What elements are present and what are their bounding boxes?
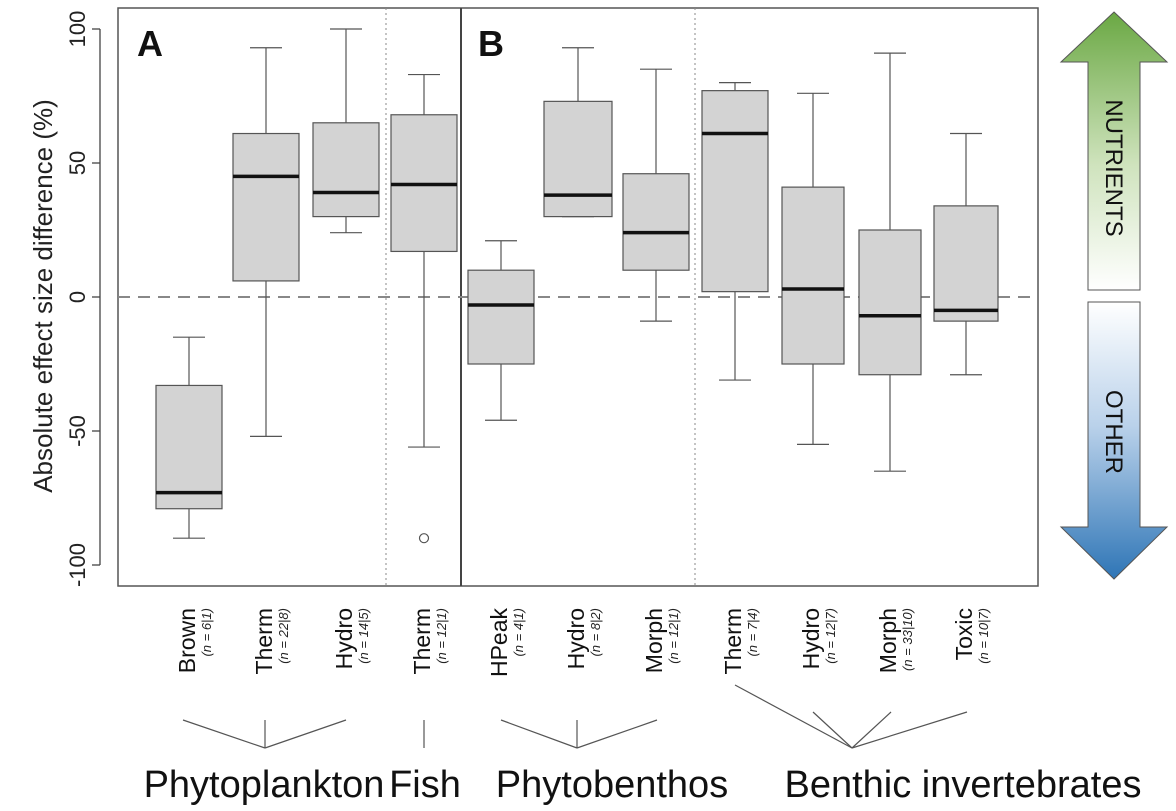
category-label: Morph: [875, 608, 901, 673]
panel-label-b: B: [478, 23, 504, 64]
y-axis: 100 50 0 -50 -100: [65, 11, 101, 587]
boxes: [155, 28, 999, 544]
y-tick-label: -100: [65, 543, 90, 587]
y-tick-label: 100: [65, 11, 90, 48]
y-tick-label: 0: [65, 291, 90, 303]
y-axis-title: Absolute effect size difference (%): [28, 99, 58, 493]
category-label: HPeak: [486, 608, 512, 678]
box-iqr: [232, 132, 300, 282]
category-n-label: (n = 12|1): [434, 608, 449, 664]
category-label: Hydro: [798, 608, 824, 669]
nutrients-arrow: NUTRIENTS: [1059, 11, 1169, 291]
box-iqr: [858, 229, 922, 376]
box: [155, 336, 223, 539]
box: [312, 28, 380, 234]
box-iqr: [467, 269, 535, 365]
category-label: Hydro: [563, 608, 589, 669]
category-n-label: (n = 33|10): [900, 608, 915, 671]
group-label-phytobenthos: Phytobenthos: [496, 764, 728, 806]
category-label: Morph: [641, 608, 667, 673]
group-label-benthic-invertebrates: Benthic invertebrates: [785, 764, 1142, 806]
box: [858, 52, 922, 472]
group-brackets: [182, 684, 968, 749]
box-iqr: [312, 122, 380, 218]
category-label: Hydro: [331, 608, 357, 669]
category-n-label: (n = 8|2): [588, 608, 603, 657]
category-label: Therm: [251, 608, 277, 674]
nutrients-arrow-label: NUTRIENTS: [1100, 99, 1127, 236]
category-n-label: (n = 6|1): [199, 608, 214, 657]
category-n-label: (n = 7|4): [745, 608, 760, 657]
category-labels: Brown (n = 6|1) Therm (n = 22|8) Hydro (n = 1…: [174, 608, 991, 678]
category-n-label: (n = 12|1): [666, 608, 681, 664]
y-tick-label: -50: [65, 415, 90, 447]
category-n-label: (n = 14|5): [356, 608, 371, 664]
y-tick-label: 50: [65, 151, 90, 175]
category-n-label: (n = 12|7): [823, 608, 838, 664]
box-iqr: [622, 173, 690, 271]
box-iqr: [543, 100, 613, 218]
panel-label-a: A: [137, 23, 163, 64]
category-n-label: (n = 4|1): [511, 608, 526, 657]
box: [543, 47, 613, 218]
category-n-label: (n = 22|8): [276, 608, 291, 664]
box: [390, 73, 458, 544]
box: [232, 47, 300, 437]
category-label: Therm: [409, 608, 435, 674]
category-n-label: (n = 10|7): [976, 608, 991, 664]
category-label: Brown: [174, 608, 200, 673]
group-label-phytoplankton: Phytoplankton: [144, 764, 385, 806]
box-iqr: [701, 90, 769, 293]
box: [781, 92, 845, 445]
box: [701, 81, 769, 381]
box: [622, 68, 690, 322]
box: [467, 240, 535, 421]
outlier-point: [418, 533, 430, 544]
other-arrow: OTHER: [1059, 301, 1169, 580]
box-iqr: [781, 186, 845, 365]
other-arrow-label: OTHER: [1100, 390, 1127, 474]
group-label-fish: Fish: [389, 764, 461, 806]
box-iqr: [155, 384, 223, 510]
box: [933, 132, 999, 376]
box-iqr: [933, 205, 999, 322]
category-label: Therm: [720, 608, 746, 674]
category-label: Toxic: [951, 608, 977, 660]
